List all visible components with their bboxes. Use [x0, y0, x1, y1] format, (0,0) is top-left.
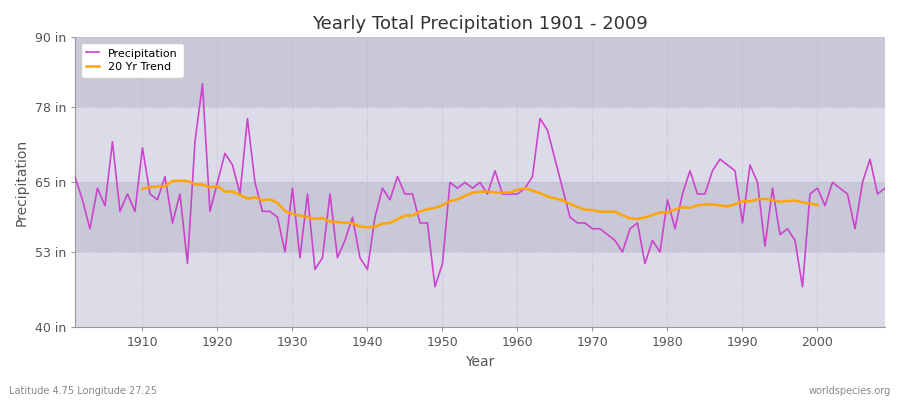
Bar: [75, 37, 885, 107]
20 Yr Trend: [227, 189, 238, 194]
Bar: [75, 107, 885, 182]
Title: Yearly Total Precipitation 1901 - 2009: Yearly Total Precipitation 1901 - 2009: [312, 15, 648, 33]
Precipitation: [879, 186, 890, 190]
Precipitation: [429, 284, 440, 289]
Precipitation: [347, 215, 358, 220]
Precipitation: [69, 174, 80, 179]
Precipitation: [130, 209, 140, 214]
20 Yr Trend: [137, 186, 148, 191]
Bar: [75, 252, 885, 328]
Bar: [75, 182, 885, 252]
Precipitation: [197, 81, 208, 86]
20 Yr Trend: [317, 216, 328, 220]
Legend: Precipitation, 20 Yr Trend: Precipitation, 20 Yr Trend: [80, 43, 184, 78]
Line: Precipitation: Precipitation: [75, 84, 885, 287]
20 Yr Trend: [175, 178, 185, 183]
Precipitation: [519, 186, 530, 190]
20 Yr Trend: [722, 204, 733, 209]
20 Yr Trend: [542, 194, 553, 199]
Precipitation: [527, 174, 538, 179]
20 Yr Trend: [362, 225, 373, 230]
20 Yr Trend: [805, 201, 815, 206]
Text: worldspecies.org: worldspecies.org: [809, 386, 891, 396]
Y-axis label: Precipitation: Precipitation: [15, 139, 29, 226]
Line: 20 Yr Trend: 20 Yr Trend: [142, 181, 817, 227]
X-axis label: Year: Year: [465, 355, 495, 369]
20 Yr Trend: [812, 203, 823, 208]
Precipitation: [302, 192, 313, 196]
20 Yr Trend: [302, 215, 313, 220]
Precipitation: [617, 250, 628, 254]
Text: Latitude 4.75 Longitude 27.25: Latitude 4.75 Longitude 27.25: [9, 386, 157, 396]
